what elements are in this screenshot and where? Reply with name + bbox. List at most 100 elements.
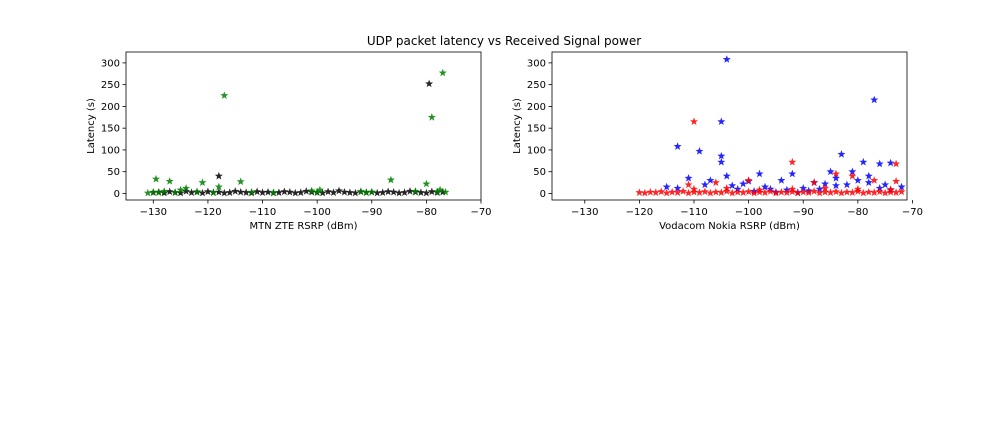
data-point-1-4 [165, 177, 174, 185]
data-point-0-15 [220, 188, 229, 197]
data-point-0-6 [717, 151, 726, 160]
data-point-1-7 [386, 175, 395, 184]
plot-vodacom-nokia: −130 −120 −110 −100 −90 −80 −70 0 50 100 150 200 250… [512, 51, 923, 232]
data-point-0-25 [274, 188, 283, 196]
x-tick-label: −120 [194, 207, 221, 218]
data-point-0-11 [198, 188, 207, 197]
data-point-0-46 [389, 187, 398, 196]
data-point-1-17 [668, 187, 677, 196]
data-point-0-17 [231, 187, 240, 195]
data-point-1-28 [728, 188, 737, 197]
y-tick-label: 0 [540, 189, 546, 200]
y-tick-label: 50 [533, 167, 546, 178]
y-tick-label: 150 [101, 124, 120, 135]
data-point-1-37 [777, 187, 786, 196]
data-point-1-64 [821, 184, 830, 192]
data-point-0-5 [837, 150, 846, 158]
data-point-0-12 [203, 187, 212, 196]
data-point-1-32 [750, 188, 759, 197]
data-point-1-10 [892, 177, 901, 185]
axes-frame [125, 51, 482, 201]
y-tick-label: 250 [527, 80, 546, 91]
data-point-0-36 [815, 184, 824, 193]
data-point-0-30 [302, 187, 311, 195]
data-point-1-39 [788, 187, 797, 196]
axes-frame [551, 51, 908, 201]
data-point-0-19 [242, 188, 251, 196]
data-point-0-47 [395, 188, 404, 197]
data-point-0-11 [788, 169, 797, 178]
data-point-0-31 [761, 182, 769, 191]
data-point-1-16 [176, 185, 185, 194]
data-point-0-21 [821, 179, 830, 188]
data-point-1-59 [897, 187, 906, 196]
data-point-1-17 [193, 187, 201, 196]
data-point-1-9 [870, 176, 879, 184]
data-point-1-7 [711, 178, 720, 186]
data-point-0-0 [214, 171, 223, 180]
data-point-1-54 [870, 188, 879, 196]
data-points [143, 68, 450, 197]
data-point-0-1 [425, 79, 434, 88]
y-tick-label: 50 [107, 167, 120, 178]
data-point-0-33 [318, 188, 327, 197]
data-point-1-60 [690, 184, 698, 193]
data-point-0-24 [864, 178, 873, 186]
data-point-1-58 [892, 188, 901, 196]
x-tick-label: −130 [571, 207, 598, 218]
data-point-1-33 [755, 187, 764, 196]
y-tick-label: 200 [527, 102, 546, 113]
data-point-1-62 [755, 185, 764, 194]
data-point-1-22 [313, 187, 322, 196]
data-point-1-26 [717, 188, 726, 196]
data-point-1-13 [154, 188, 163, 196]
data-point-1-2 [892, 159, 901, 168]
data-point-1-22 [695, 188, 704, 196]
data-point-0-34 [799, 184, 808, 192]
data-point-1-19 [679, 187, 688, 195]
data-point-0-27 [662, 182, 671, 191]
data-point-1-15 [657, 187, 666, 196]
data-point-1-0 [690, 117, 698, 126]
data-point-0-13 [826, 167, 835, 176]
data-point-0-16 [225, 188, 234, 196]
data-point-0-51 [416, 188, 425, 196]
data-point-0-2 [717, 117, 726, 126]
y-tick-label: 100 [101, 145, 120, 156]
x-tick-label: −100 [303, 207, 330, 218]
data-point-1-10 [182, 184, 191, 192]
data-point-0-15 [722, 171, 731, 180]
data-point-1-12 [149, 187, 158, 196]
data-point-0-19 [777, 176, 786, 184]
x-tick-label: −130 [140, 207, 167, 218]
data-point-1-1 [788, 157, 797, 166]
data-point-0-22 [832, 181, 840, 190]
data-point-1-3 [848, 171, 857, 180]
data-point-1-46 [826, 188, 835, 196]
y-tick-label: 150 [527, 124, 546, 135]
data-point-1-6 [744, 176, 753, 184]
data-point-1-19 [247, 187, 256, 196]
data-point-0-14 [214, 187, 223, 196]
data-point-0-44 [378, 188, 387, 196]
data-point-1-66 [886, 185, 895, 193]
data-point-1-36 [771, 188, 780, 197]
data-point-0-18 [236, 187, 245, 196]
data-point-1-3 [152, 174, 161, 183]
data-point-0-14 [848, 167, 857, 176]
data-point-0-25 [881, 180, 890, 189]
y-tick-label: 250 [101, 80, 120, 91]
data-point-0-1 [870, 95, 879, 104]
data-point-0-12 [755, 169, 764, 178]
data-point-1-18 [673, 188, 682, 196]
y-tick-label: 0 [114, 189, 120, 200]
data-point-0-49 [406, 187, 414, 195]
data-point-0-0 [722, 55, 731, 63]
data-point-1-56 [881, 188, 890, 197]
plot-mtn-zte: −130 −120 −110 −100 −90 −80 −70 0 50 100 150 200 250… [86, 51, 492, 232]
data-point-0-9 [859, 157, 868, 166]
data-point-0-37 [340, 187, 349, 196]
data-point-1-53 [864, 187, 873, 196]
data-point-0-35 [329, 188, 338, 196]
x-tick-label: −120 [626, 207, 653, 218]
